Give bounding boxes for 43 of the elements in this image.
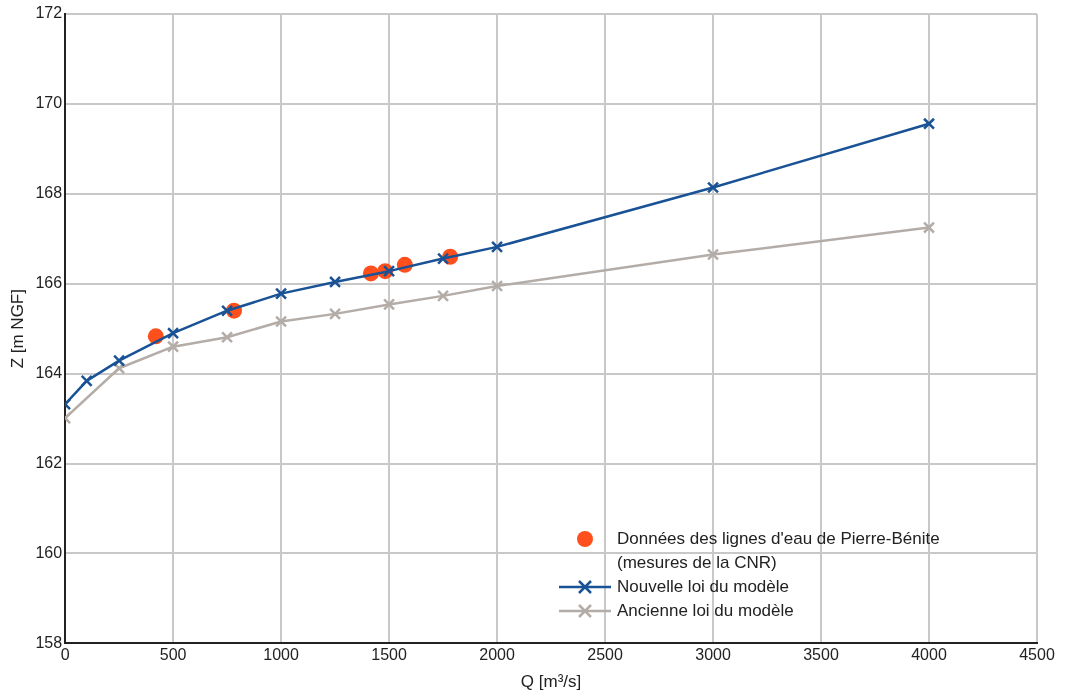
point: [328, 275, 342, 289]
point: [166, 340, 180, 353]
point: [80, 374, 93, 388]
point: [382, 264, 396, 278]
y-tick-label: 166: [35, 274, 63, 292]
legend-label: Nouvelle loi du modèle: [617, 576, 790, 599]
legend-label: Ancienne loi du modèle: [617, 600, 795, 623]
point: [706, 248, 720, 261]
point: [274, 287, 288, 300]
point: [490, 279, 504, 293]
y-tick-label: 170: [35, 94, 63, 112]
y-tick-label: 172: [35, 4, 63, 22]
point: [166, 327, 180, 340]
point: [220, 331, 234, 344]
y-axis-title: Z [m NGF]: [7, 289, 27, 369]
point: [490, 240, 504, 254]
x-tick-label: 3500: [803, 646, 839, 664]
point: [922, 221, 936, 234]
point: [706, 181, 720, 194]
y-tick-label: 158: [35, 633, 63, 651]
y-tick-label: 164: [35, 364, 63, 382]
x-tick-label: 1500: [371, 646, 407, 664]
x-tick-label: 1000: [263, 646, 299, 664]
y-tick-label: 160: [35, 543, 63, 561]
point: [436, 289, 450, 303]
point: [436, 252, 450, 265]
x-tick-label: 4500: [1019, 646, 1055, 664]
point: [328, 307, 342, 321]
x-tick-label: 3000: [695, 646, 731, 664]
x-tick-label: 2500: [587, 646, 623, 664]
x-tick-label: 4000: [911, 646, 947, 664]
point: [112, 354, 126, 367]
y-tick-label: 168: [35, 184, 63, 202]
legend-label: Données des lignes d'eau de Pierre-Bénite (mesures de la CNR): [617, 528, 941, 575]
point: [382, 298, 396, 311]
point: [220, 304, 234, 317]
x-tick-label: 2000: [479, 646, 515, 664]
y-tick-label: 162: [35, 453, 63, 471]
x-axis-title: Q [m³/s]: [520, 672, 582, 692]
point: [274, 315, 288, 328]
x-tick-label: 0: [60, 646, 70, 664]
point: [922, 117, 936, 130]
x-tick-label: 500: [159, 646, 187, 664]
